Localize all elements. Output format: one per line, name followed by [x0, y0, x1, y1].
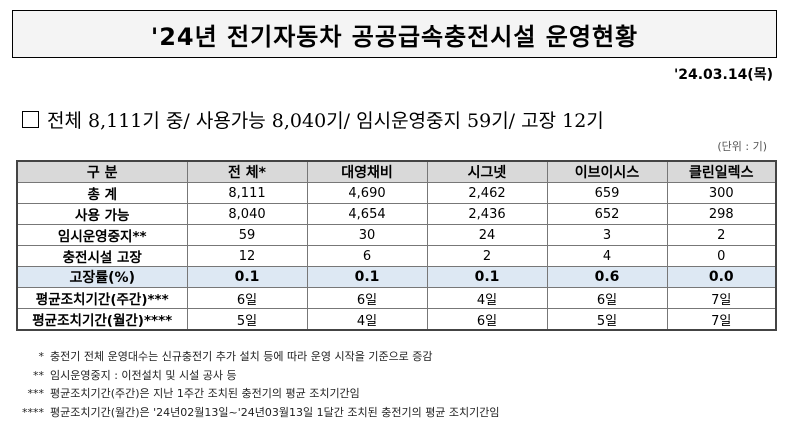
table-cell: 8,040 — [186, 203, 308, 225]
table-row: 평균조치기간(월간)**** 5일 4일 6일 5일 7일 — [16, 308, 777, 331]
table-cell: 5일 — [186, 308, 308, 331]
table-cell: 30 — [306, 224, 428, 246]
row-label: 총 계 — [16, 182, 188, 204]
table-cell: 4,690 — [306, 182, 428, 204]
status-table: 구 분 전 체* 대영채비 시그넷 이브이시스 클린일렉스 총 계 8,111 … — [16, 160, 777, 331]
table-cell: 7일 — [666, 308, 777, 331]
table-cell: 24 — [426, 224, 548, 246]
table-cell: 2,462 — [426, 182, 548, 204]
footnote-mark: ** — [33, 368, 44, 382]
table-cell: 59 — [186, 224, 308, 246]
footnote-mark: * — [38, 350, 45, 363]
footnotes: * 충전기 전체 운영대수는 신규충전기 추가 설치 등에 따라 운영 시작을 … — [20, 348, 500, 422]
table-cell: 4,654 — [306, 203, 428, 225]
table-cell: 2 — [666, 224, 777, 246]
table-cell: 7일 — [666, 287, 777, 309]
footnote-text: 평균조치기간(월간)은 '24년02월13일~'24년03월13일 1달간 조치… — [50, 405, 500, 419]
column-header: 클린일렉스 — [666, 160, 777, 183]
table-cell: 0.0 — [666, 266, 777, 288]
row-label: 임시운영중지** — [16, 224, 188, 246]
column-header: 대영채비 — [306, 160, 428, 183]
footnote-text: 임시운영중지 : 이전설치 및 시설 공사 등 — [50, 368, 237, 382]
table-cell: 3 — [546, 224, 668, 246]
table-cell: 0.1 — [426, 266, 548, 288]
table-cell: 6 — [306, 245, 428, 267]
table-cell: 6일 — [306, 287, 428, 309]
footnote: * 충전기 전체 운영대수는 신규충전기 추가 설치 등에 따라 운영 시작을 … — [20, 348, 500, 367]
page-title: '24년 전기자동차 공공급속충전시설 운영현황 — [150, 22, 639, 51]
summary-line: 전체 8,111기 중/ 사용가능 8,040기/ 임시운영중지 59기/ 고장… — [22, 106, 604, 133]
column-header: 이브이시스 — [546, 160, 668, 183]
table-row: 임시운영중지** 59 30 24 3 2 — [16, 224, 777, 246]
table-cell: 2 — [426, 245, 548, 267]
column-header: 구 분 — [16, 160, 188, 183]
column-header: 전 체* — [186, 160, 308, 183]
footnote-text: 평균조치기간(주간)은 지난 1주간 조치된 충전기의 평균 조치기간임 — [50, 387, 360, 400]
table-cell: 4일 — [306, 308, 428, 331]
table-cell: 6일 — [186, 287, 308, 309]
row-label: 고장률(%) — [16, 266, 188, 288]
row-label: 충전시설 고장 — [16, 245, 188, 267]
table-cell: 0.1 — [306, 266, 428, 288]
table-row-failure-rate: 고장률(%) 0.1 0.1 0.1 0.6 0.0 — [16, 266, 777, 288]
table-cell: 6일 — [546, 287, 668, 309]
unit-label: (단위 : 기) — [717, 140, 767, 153]
row-label: 사용 가능 — [16, 203, 188, 225]
table-cell: 0.1 — [186, 266, 308, 288]
footnote: **** 평균조치기간(월간)은 '24년02월13일~'24년03월13일 1… — [20, 404, 500, 423]
table-cell: 0 — [666, 245, 777, 267]
table-cell: 5일 — [546, 308, 668, 331]
footnote: *** 평균조치기간(주간)은 지난 1주간 조치된 충전기의 평균 조치기간임 — [20, 385, 500, 404]
summary-text: 전체 8,111기 중/ 사용가능 8,040기/ 임시운영중지 59기/ 고장… — [47, 110, 604, 132]
table-cell: 6일 — [426, 308, 548, 331]
table-cell: 2,436 — [426, 203, 548, 225]
table-row: 사용 가능 8,040 4,654 2,436 652 298 — [16, 203, 777, 225]
checkbox-icon — [22, 111, 39, 128]
footnote: ** 임시운영중지 : 이전설치 및 시설 공사 등 — [20, 367, 500, 386]
table-cell: 0.6 — [546, 266, 668, 288]
table-cell: 300 — [666, 182, 777, 204]
report-date: '24.03.14(목) — [673, 67, 773, 83]
table-cell: 4 — [546, 245, 668, 267]
footnote-mark: *** — [27, 387, 45, 400]
table-cell: 298 — [666, 203, 777, 225]
footnote-text: 충전기 전체 운영대수는 신규충전기 추가 설치 등에 따라 운영 시작을 기준… — [50, 350, 433, 363]
table-row: 충전시설 고장 12 6 2 4 0 — [16, 245, 777, 267]
column-header: 시그넷 — [426, 160, 548, 183]
footnote-mark: **** — [22, 405, 44, 419]
table-cell: 652 — [546, 203, 668, 225]
row-label: 평균조치기간(주간)*** — [16, 287, 188, 309]
table-row: 평균조치기간(주간)*** 6일 6일 4일 6일 7일 — [16, 287, 777, 309]
table-row: 총 계 8,111 4,690 2,462 659 300 — [16, 182, 777, 204]
row-label: 평균조치기간(월간)**** — [16, 308, 188, 331]
table-cell: 12 — [186, 245, 308, 267]
title-box: '24년 전기자동차 공공급속충전시설 운영현황 — [12, 10, 777, 58]
table-cell: 8,111 — [186, 182, 308, 204]
table-header-row: 구 분 전 체* 대영채비 시그넷 이브이시스 클린일렉스 — [16, 160, 777, 183]
table-cell: 4일 — [426, 287, 548, 309]
table-cell: 659 — [546, 182, 668, 204]
